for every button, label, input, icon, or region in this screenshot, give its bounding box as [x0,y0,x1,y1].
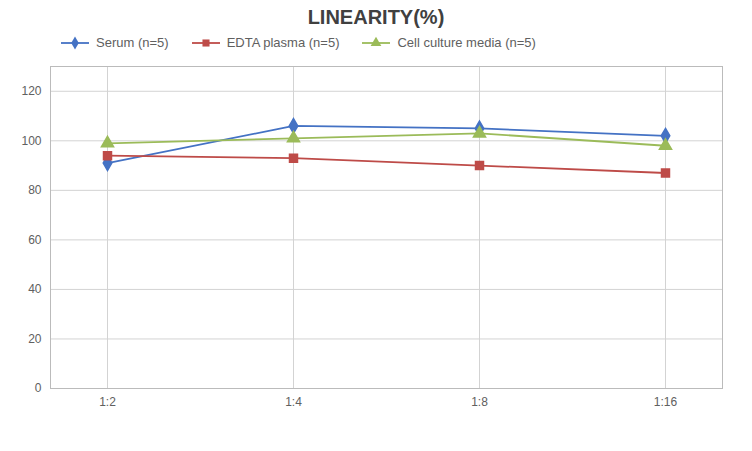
svg-text:40: 40 [28,282,42,296]
svg-text:120: 120 [21,84,41,98]
svg-text:1:16: 1:16 [654,395,678,409]
svg-text:0: 0 [35,381,42,395]
svg-text:1:8: 1:8 [471,395,488,409]
html-text:EDTA plasma (n=5): EDTA plasma (n=5) [226,35,340,50]
svg-text:80: 80 [28,183,42,197]
html-text:Cell culture media (n=5): Cell culture media (n=5) [397,35,536,50]
svg-text:1:2: 1:2 [99,395,116,409]
svg-text:20: 20 [28,332,42,346]
html-text:Serum (n=5): Serum (n=5) [96,35,169,50]
svg-text:100: 100 [21,134,41,148]
svg-text:1:4: 1:4 [285,395,302,409]
svg-text:60: 60 [28,233,42,247]
html-text:LINEARITY(%): LINEARITY(%) [307,6,445,28]
